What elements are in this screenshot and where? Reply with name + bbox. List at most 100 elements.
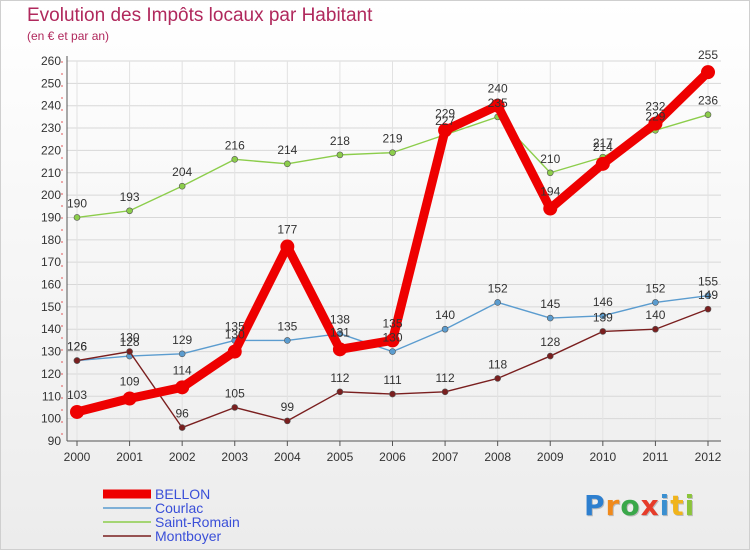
x-tick-label: 2010 (589, 450, 616, 464)
grid-lines (67, 60, 721, 442)
x-tick-label: 2009 (537, 450, 564, 464)
y-tick-label: 200 (41, 188, 61, 202)
data-label-bellon: 229 (435, 106, 455, 120)
y-tick-labels: 90 100 110 120 130 140 150 160 170 180 190 200 210 22… (41, 54, 61, 448)
x-tick-label: 2007 (432, 450, 459, 464)
data-label-courlac: 146 (593, 295, 613, 309)
data-point-courlac (652, 299, 659, 306)
data-label-bellon: 109 (120, 375, 140, 389)
data-point-bellon (175, 380, 190, 395)
logo-letter: i (684, 489, 696, 522)
data-label-montboyer: 128 (540, 335, 560, 349)
data-point-montboyer (73, 357, 81, 364)
logo-letter: o (620, 489, 641, 522)
data-label-saint-romain: 214 (277, 143, 297, 157)
data-point-montboyer (336, 388, 344, 396)
data-label-courlac: 129 (172, 333, 192, 347)
data-point-saint-romain (178, 182, 186, 190)
legend-label-bellon: BELLON (155, 486, 210, 502)
data-label-bellon: 103 (67, 388, 87, 402)
legend-label-saint-romain: Saint-Romain (155, 514, 240, 530)
x-tick-label: 2008 (484, 450, 511, 464)
data-label-saint-romain: 216 (225, 138, 245, 152)
data-point-bellon (701, 65, 715, 80)
x-tick-label: 2000 (64, 450, 91, 464)
legend-label-courlac: Courlac (155, 500, 203, 516)
data-label-bellon: 232 (645, 100, 665, 114)
x-tick-label: 2003 (221, 450, 248, 464)
data-point-bellon (332, 342, 347, 357)
data-point-montboyer (389, 390, 396, 398)
data-label-bellon: 130 (225, 328, 245, 342)
data-point-montboyer (231, 404, 239, 411)
data-label-montboyer: 96 (175, 407, 189, 421)
data-label-bellon: 177 (277, 223, 297, 237)
x-tick-label: 2005 (327, 450, 354, 464)
data-label-montboyer: 112 (330, 371, 349, 385)
data-label-courlac: 130 (382, 331, 402, 345)
x-tick-labels: 2000 2001 2002 2003 2004 2005 2006 2007 2008 2009… (64, 450, 722, 464)
data-label-montboyer: 149 (698, 288, 718, 302)
logo-letter: r (605, 489, 621, 522)
logo-letter: i (659, 489, 671, 522)
data-point-courlac (546, 314, 554, 322)
data-label-courlac: 138 (330, 313, 350, 327)
data-label-saint-romain: 204 (172, 165, 192, 179)
y-tick-label: 220 (41, 143, 61, 157)
proxiti-logo: Proxiti (584, 489, 695, 522)
y-tick-label: 230 (41, 121, 61, 135)
data-label-bellon: 114 (173, 363, 192, 377)
data-point-courlac (494, 299, 501, 306)
y-tick-label: 160 (41, 278, 61, 292)
data-label-montboyer: 130 (120, 331, 140, 345)
y-tick-label: 140 (41, 322, 61, 336)
chart-title: Evolution des Impôts locaux par Habitant (27, 5, 373, 26)
y-tick-label: 110 (42, 389, 61, 403)
data-label-saint-romain: 217 (593, 136, 613, 150)
data-label-courlac: 128 (120, 335, 140, 349)
data-label-montboyer: 105 (225, 386, 245, 400)
data-point-bellon (122, 391, 137, 406)
data-label-bellon: 131 (330, 325, 350, 339)
y-tick-label: 250 (41, 76, 61, 90)
y-tick-label: 210 (41, 166, 61, 180)
data-point-bellon (595, 156, 610, 171)
data-point-montboyer (704, 305, 712, 313)
data-label-montboyer: 112 (436, 371, 455, 385)
chart-subtitle: (en € et par an) (27, 29, 110, 43)
data-label-saint-romain: 236 (698, 94, 718, 108)
data-point-montboyer (546, 352, 554, 360)
data-point-bellon (490, 98, 505, 113)
data-label-saint-romain: 227 (435, 114, 455, 128)
legend-label-montboyer: Montboyer (155, 528, 221, 544)
data-label-montboyer: 140 (645, 308, 665, 322)
data-label-courlac: 145 (540, 297, 560, 311)
data-label-saint-romain: 190 (67, 196, 87, 210)
data-point-montboyer (494, 375, 501, 382)
data-point-courlac (704, 292, 712, 300)
data-label-saint-romain: 210 (540, 152, 560, 166)
y-tick-label: 100 (41, 412, 61, 426)
x-tick-label: 2001 (116, 450, 143, 464)
y-tick-label: 90 (48, 434, 62, 448)
data-point-montboyer (652, 325, 659, 333)
data-label-saint-romain: 235 (488, 96, 508, 110)
y-tick-label: 180 (41, 233, 61, 247)
data-label-saint-romain: 193 (120, 190, 140, 204)
data-label-courlac: 135 (225, 319, 245, 333)
data-label-saint-romain: 229 (645, 109, 665, 123)
data-label-montboyer: 111 (383, 373, 402, 387)
y-tick-label: 120 (41, 367, 61, 381)
y-tick-label: 170 (41, 255, 61, 269)
data-label-courlac: 140 (435, 308, 455, 322)
data-label-bellon: 194 (540, 185, 560, 199)
data-point-montboyer (284, 417, 291, 425)
data-label-montboyer: 139 (593, 310, 613, 324)
series-lines (70, 65, 715, 431)
data-point-bellon (648, 116, 663, 131)
data-point-montboyer (441, 388, 449, 396)
data-label-courlac: 126 (67, 340, 87, 354)
logo-letter: t (670, 489, 685, 522)
